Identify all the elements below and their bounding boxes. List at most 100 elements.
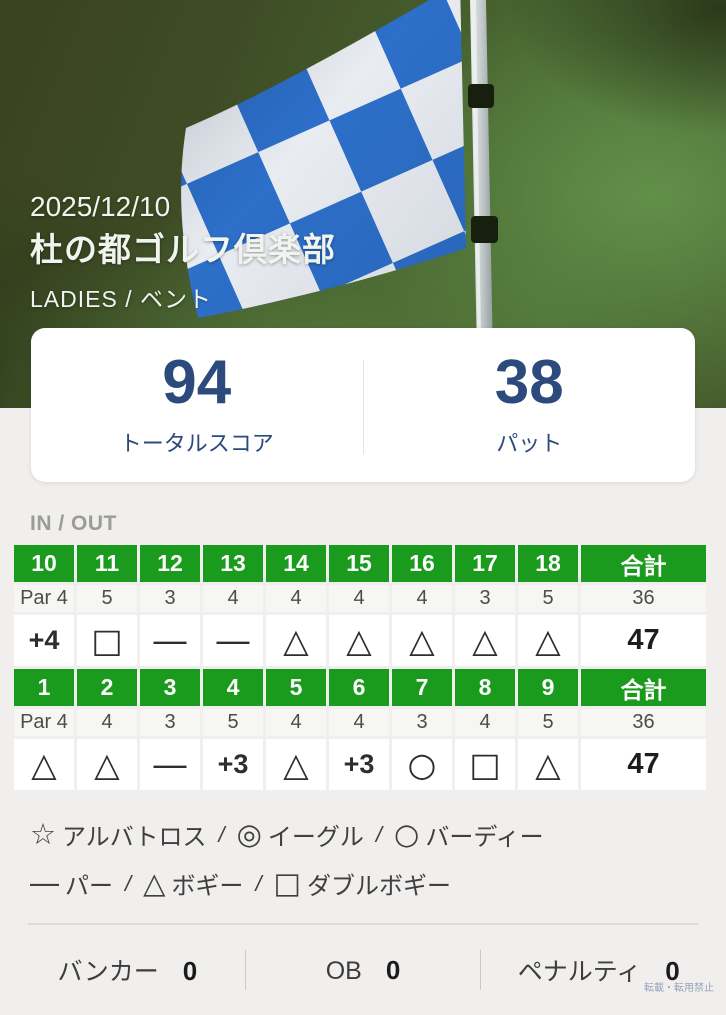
scorecard-table: 10 11 12 13 14 15 16 17 18 合計 Par 4 5 3 4 4 4 4 3 5 36 +4 □ ― ―…	[11, 542, 709, 793]
score-cell: ―	[203, 615, 263, 666]
par-cell: 3	[140, 709, 200, 736]
pole-clip-bottom	[471, 216, 498, 243]
hole-number-cell: 7	[392, 669, 452, 706]
score-cell: +3	[203, 739, 263, 790]
hole-number-cell: 5	[266, 669, 326, 706]
par-cell: 4	[329, 585, 389, 612]
score-cell: △	[329, 615, 389, 666]
par-cell: 4	[455, 709, 515, 736]
legend-row: ― パー / △ ボギー / □ ダブルボギー	[30, 866, 696, 901]
stat-label: OB	[325, 956, 362, 985]
score-cell: ○	[392, 739, 452, 790]
hole-number-cell: 4	[203, 669, 263, 706]
legend-symbol-icon: ○	[394, 817, 420, 851]
legend-symbol-icon: □	[273, 866, 301, 900]
legend-symbol-icon: ◎	[236, 817, 262, 851]
stat-item: OB 0	[246, 955, 481, 986]
total-header-cell: 合計	[581, 669, 706, 706]
par-cell: 4	[266, 585, 326, 612]
legend-label: アルバトロス	[62, 824, 207, 851]
total-header-cell: 合計	[581, 545, 706, 582]
stat-item: バンカー 0	[10, 952, 245, 988]
round-conditions: LADIES / ベント	[30, 286, 212, 312]
stat-separator	[480, 950, 482, 990]
score-cell: △	[14, 739, 74, 790]
scorecard-title: IN / OUT	[30, 512, 117, 535]
stat-separator	[244, 950, 246, 990]
hole-number-cell: 13	[203, 545, 263, 582]
score-cell: □	[455, 739, 515, 790]
putts-label: パット	[496, 431, 563, 456]
score-cell: △	[455, 615, 515, 666]
hole-number-cell: 12	[140, 545, 200, 582]
hole-number-cell: 1	[14, 669, 74, 706]
score-cell: □	[77, 615, 137, 666]
stat-value: 0	[665, 956, 680, 986]
legend-label: パー	[65, 873, 113, 900]
stat-value: 0	[385, 954, 401, 985]
par-cell: 5	[77, 585, 137, 612]
score-cell: △	[518, 615, 578, 666]
par-cell: Par 4	[14, 585, 74, 612]
par-cell: 4	[266, 709, 326, 736]
legend-label: ボギー	[171, 873, 244, 900]
legend-label: バーディー	[425, 824, 544, 851]
round-stats: バンカー 0 OB 0 ペナルティ 0	[10, 925, 716, 1015]
par-cell: 5	[518, 709, 578, 736]
score-cell: △	[518, 739, 578, 790]
legend-symbol-icon: ―	[30, 866, 59, 900]
stat-value: 0	[182, 956, 198, 986]
par-cell: 4	[203, 585, 263, 612]
score-cell: ―	[140, 615, 200, 666]
hole-number-cell: 2	[77, 669, 137, 706]
legend-separator: /	[255, 870, 262, 896]
score-cell: △	[266, 739, 326, 790]
hole-header-row: 10 11 12 13 14 15 16 17 18 合計	[14, 545, 706, 582]
checkered-flag	[181, 0, 466, 318]
hole-number-cell: 15	[329, 545, 389, 582]
hole-number-cell: 10	[14, 545, 74, 582]
course-name: 杜の都ゴルフ倶楽部	[30, 231, 336, 268]
legend-symbol-icon: △	[143, 866, 166, 900]
par-total-cell: 36	[581, 709, 706, 736]
hole-header-row: 1 2 3 4 5 6 7 8 9 合計	[14, 669, 706, 706]
hole-number-cell: 8	[455, 669, 515, 706]
score-cell: +3	[329, 739, 389, 790]
putts-block: 38 パット	[364, 328, 696, 482]
total-score-block: 94 トータルスコア	[31, 328, 363, 482]
score-total-cell: 47	[581, 739, 706, 790]
stat-item: ペナルティ 0	[481, 952, 716, 988]
hole-number-cell: 9	[518, 669, 578, 706]
hole-number-cell: 16	[392, 545, 452, 582]
hero-text-block: 2025/12/10 杜の都ゴルフ倶楽部 LADIES / ベント	[30, 190, 336, 314]
legend-label: イーグル	[267, 824, 364, 851]
par-cell: 4	[77, 709, 137, 736]
legend-separator: /	[375, 821, 383, 847]
pole-clip-top	[468, 84, 494, 108]
par-row: Par 4 5 3 4 4 4 4 3 5 36	[14, 585, 706, 612]
score-cell: △	[266, 615, 326, 666]
hole-number-cell: 11	[77, 545, 137, 582]
legend-separator: /	[125, 870, 132, 896]
total-score-label: トータルスコア	[119, 431, 274, 456]
hole-number-cell: 6	[329, 669, 389, 706]
round-date: 2025/12/10	[30, 191, 171, 222]
score-cell: ―	[140, 739, 200, 790]
golf-flag-image	[181, 0, 498, 408]
hole-number-cell: 17	[455, 545, 515, 582]
score-legend: ☆ アルバトロス / ◎ イーグル / ○ バーディー ― パー / △ ボギー / □ ダブルボギー	[30, 817, 696, 901]
summary-divider	[362, 360, 364, 454]
score-cell: △	[392, 615, 452, 666]
par-cell: 3	[140, 585, 200, 612]
hole-number-cell: 18	[518, 545, 578, 582]
par-cell: 4	[392, 585, 452, 612]
divider	[28, 923, 698, 925]
stat-label: バンカー	[57, 958, 159, 986]
putts-value: 38	[494, 348, 564, 417]
total-score-value: 94	[162, 348, 232, 417]
par-row: Par 4 4 3 5 4 4 3 4 5 36	[14, 709, 706, 736]
par-cell: 5	[518, 585, 578, 612]
score-tables: 10 11 12 13 14 15 16 17 18 合計 Par 4 5 3 4 4 4 4 3 5 36 +4 □ ― ―…	[0, 542, 726, 793]
